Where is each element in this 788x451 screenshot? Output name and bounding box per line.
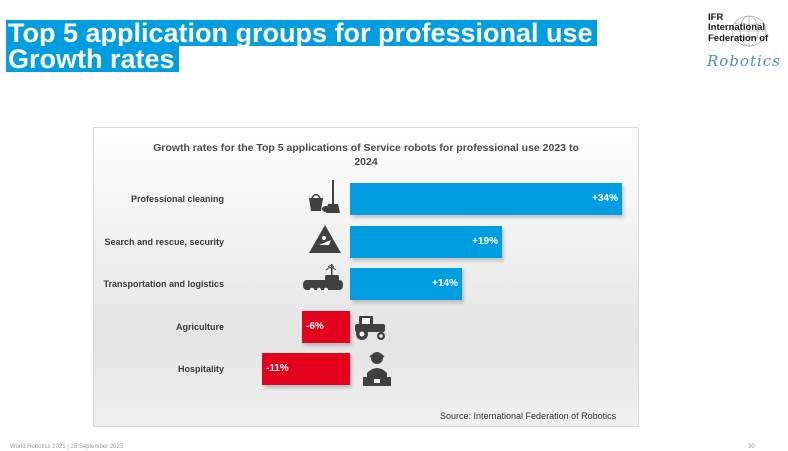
cleaning-icon (309, 180, 340, 213)
chart-title-line2: 2024 (354, 156, 378, 168)
chart-source: Source: International Federation of Robo… (440, 411, 617, 421)
logo-international: International (708, 22, 766, 33)
category-label: Transportation and logistics (103, 279, 224, 289)
logo-ifr: IFR (708, 12, 724, 23)
bar (350, 225, 502, 258)
bar-value-label: -11% (266, 363, 289, 374)
tractor-icon (355, 316, 385, 340)
bar-value-label: +34% (592, 193, 618, 204)
slide-footer: World Robotics 2025 | 25 September 2025 (10, 444, 124, 450)
globe-icon (731, 15, 767, 47)
bar (350, 268, 462, 300)
receptionist-icon (363, 352, 391, 386)
warning-sign-icon (309, 225, 341, 253)
slide-title-line1: Top 5 application groups for professiona… (6, 20, 597, 47)
bar-value-label: +14% (432, 278, 458, 289)
category-label: Agriculture (175, 321, 224, 332)
delivery-robot-icon (303, 264, 343, 293)
bar-value-label: +19% (472, 235, 498, 247)
category-label: Hospitality (177, 364, 224, 374)
category-label: Search and rescue, security (104, 236, 224, 247)
page-number: 30 (748, 444, 755, 450)
bar (350, 183, 622, 215)
bar-value-label: -6% (306, 320, 324, 332)
slide-title-line2: Growth rates (6, 46, 179, 73)
bar (302, 310, 350, 343)
category-label: Professional cleaning (130, 194, 224, 204)
logo-federation: Federation of (708, 33, 769, 44)
bar (262, 353, 350, 385)
ifr-logo: IFR International Federation of Robotics (705, 12, 785, 71)
logo-robotics: Robotics (707, 52, 781, 70)
chart-title-line1: Growth rates for the Top 5 applications … (153, 142, 579, 154)
chart-frame: Growth rates for the Top 5 applications … (93, 127, 639, 427)
